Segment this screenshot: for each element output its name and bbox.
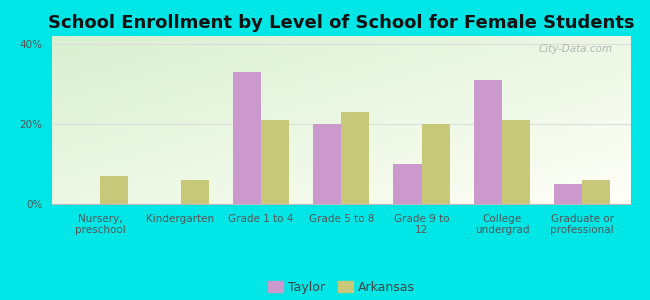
- Bar: [181, 180, 209, 204]
- Bar: [341, 112, 369, 204]
- Bar: [313, 124, 341, 204]
- Bar: [100, 176, 128, 204]
- Legend: Taylor, Arkansas: Taylor, Arkansas: [263, 276, 419, 298]
- Bar: [393, 164, 422, 204]
- Bar: [554, 184, 582, 204]
- Bar: [261, 120, 289, 204]
- Bar: [474, 80, 502, 204]
- Bar: [502, 120, 530, 204]
- Text: City-Data.com: City-Data.com: [539, 44, 613, 54]
- Bar: [233, 72, 261, 204]
- Bar: [582, 180, 610, 204]
- Bar: [422, 124, 450, 204]
- Title: School Enrollment by Level of School for Female Students: School Enrollment by Level of School for…: [48, 14, 634, 32]
